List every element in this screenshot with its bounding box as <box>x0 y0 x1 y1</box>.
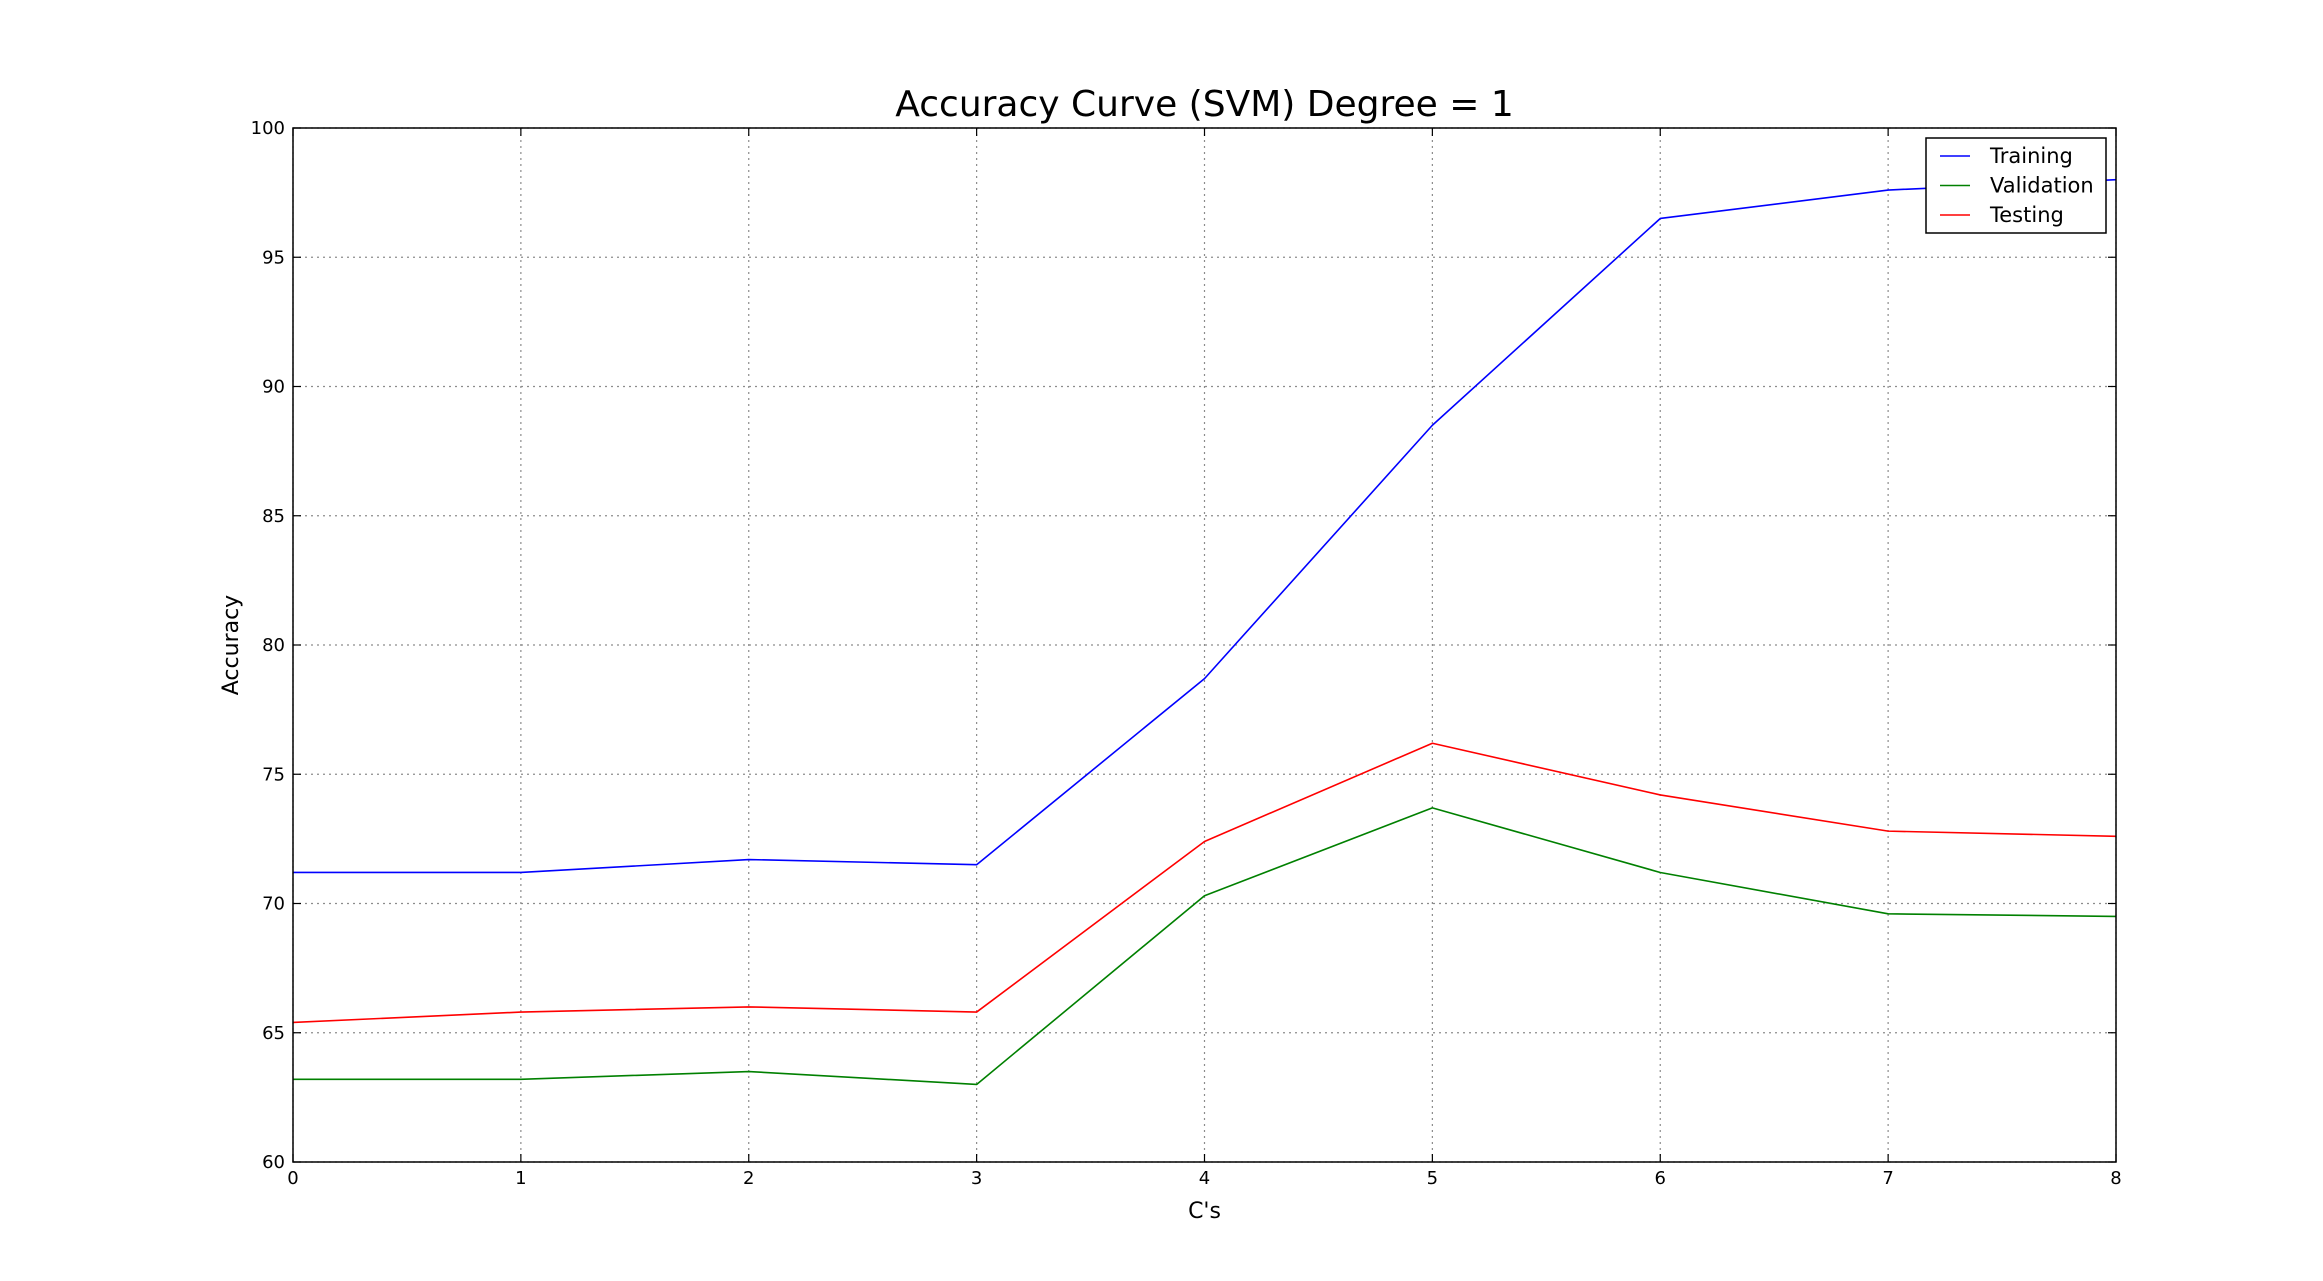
x-tick-label: 1 <box>515 1168 526 1189</box>
x-axis-label: C's <box>1188 1199 1221 1224</box>
y-tick-label: 85 <box>262 506 285 527</box>
y-tick-label: 90 <box>262 377 285 398</box>
x-tick-label: 8 <box>2110 1168 2121 1189</box>
legend-label-testing: Testing <box>1989 203 2064 227</box>
y-tick-label: 65 <box>262 1023 285 1044</box>
x-tick-label: 2 <box>743 1168 754 1189</box>
x-tick-label: 6 <box>1655 1168 1666 1189</box>
x-tick-label: 5 <box>1427 1168 1438 1189</box>
legend: Training Validation Testing <box>1926 138 2106 233</box>
x-tick-label: 7 <box>1882 1168 1893 1189</box>
legend-label-validation: Validation <box>1990 174 2094 198</box>
y-tick-label: 95 <box>262 247 285 268</box>
y-tick-label: 70 <box>262 894 285 915</box>
y-tick-label: 75 <box>262 764 285 785</box>
y-tick-label: 100 <box>251 118 285 139</box>
legend-label-training: Training <box>1989 144 2073 168</box>
y-tick-label: 60 <box>262 1152 285 1173</box>
x-tick-label: 3 <box>971 1168 982 1189</box>
chart-title: Accuracy Curve (SVM) Degree = 1 <box>895 84 1514 125</box>
x-tick-label: 0 <box>287 1168 298 1189</box>
y-axis-label: Accuracy <box>219 595 244 695</box>
y-tick-label: 80 <box>262 635 285 656</box>
x-tick-label: 4 <box>1199 1168 1210 1189</box>
